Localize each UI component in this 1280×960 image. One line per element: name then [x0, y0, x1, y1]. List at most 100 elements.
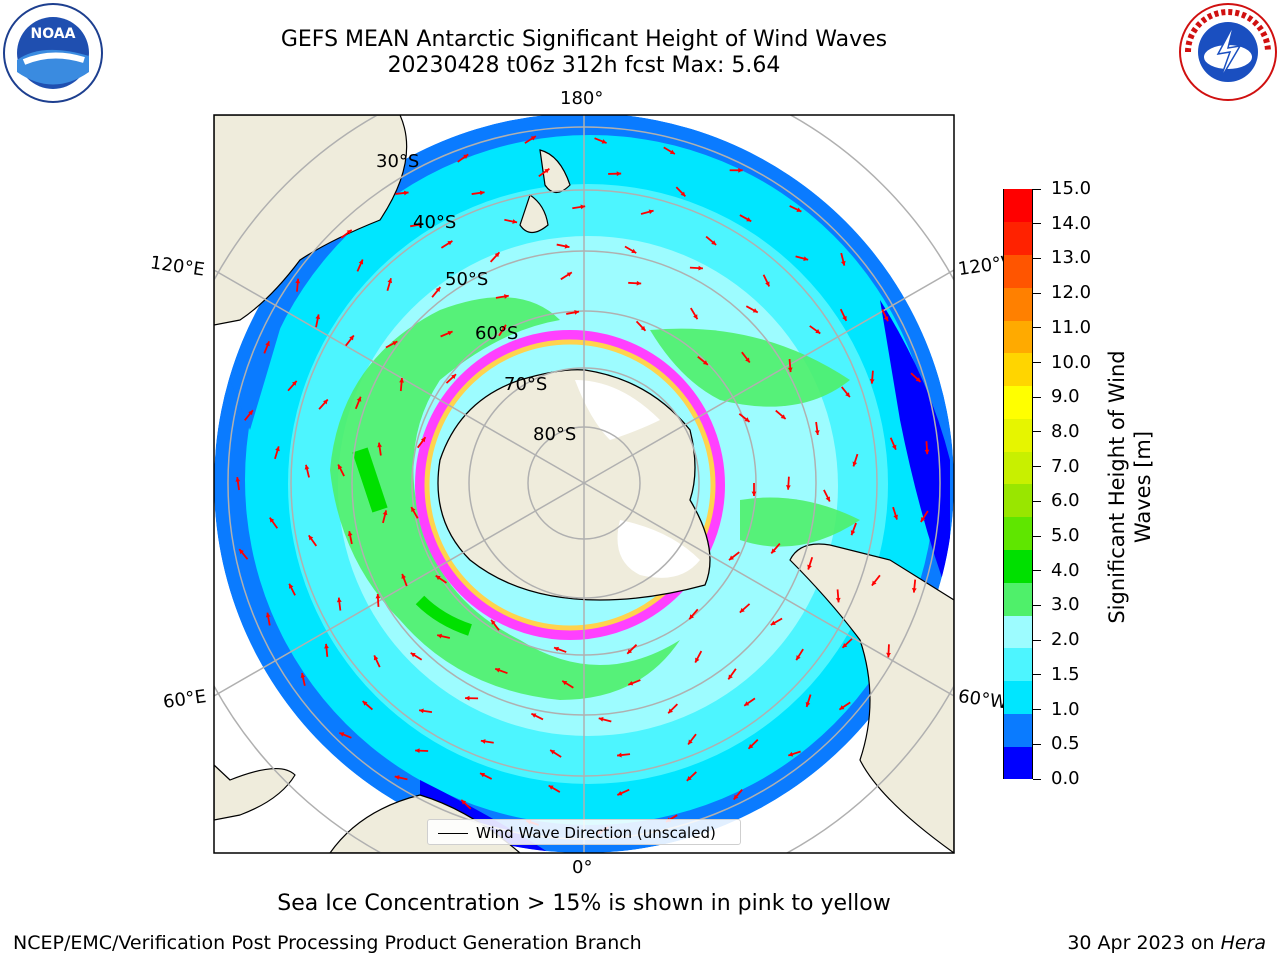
wave-direction-arrowhead — [480, 739, 486, 744]
colorbar-tick-label: 1.5 — [1033, 664, 1080, 685]
wave-direction-arrowhead — [698, 265, 703, 271]
wave-direction-arrowhead — [356, 396, 362, 402]
lon-label-0: 0° — [572, 857, 593, 878]
wave-direction-arrowhead — [688, 739, 693, 745]
colorbar-tick-label: 0.5 — [1033, 733, 1080, 754]
wave-direction-arrowhead — [771, 548, 776, 554]
wave-direction-arrowhead — [842, 642, 848, 648]
wave-direction-arrowhead — [339, 732, 345, 737]
wave-direction-arrowhead — [598, 716, 604, 722]
wave-direction-arrowhead — [850, 530, 856, 536]
footer-machine: Hera — [1220, 932, 1266, 954]
colorbar-segment — [1004, 254, 1032, 288]
wave-direction-arrowhead — [738, 167, 743, 173]
wave-direction-arrowhead — [239, 549, 244, 555]
wave-direction-arrowhead — [745, 357, 750, 363]
wave-direction-arrowhead — [796, 207, 802, 212]
wave-direction-arrowhead — [377, 442, 382, 448]
colorbar-segment — [1004, 746, 1032, 780]
wave-direction-arrowhead — [920, 516, 926, 522]
wave-direction-arrowhead — [491, 619, 496, 625]
wave-direction-arrowhead — [746, 217, 752, 222]
wave-direction-arrowhead — [686, 776, 692, 781]
wave-direction-arrowhead — [825, 496, 830, 502]
wave-direction-arrowhead — [839, 705, 845, 710]
wave-direction-arrowhead — [418, 222, 423, 228]
wave-direction-arrowhead — [480, 772, 486, 778]
wave-direction-arrowhead — [324, 643, 329, 649]
wave-direction-arrowhead — [291, 380, 297, 386]
wave-direction-arrowhead — [336, 597, 342, 603]
wave-direction-arrowhead — [814, 430, 820, 435]
wave-direction-arrowhead — [765, 281, 770, 287]
wave-direction-arrowhead — [840, 260, 846, 266]
wave-direction-arrowhead — [893, 514, 898, 520]
wave-direction-arrowhead — [566, 272, 572, 277]
lat-label-30s: 30°S — [376, 151, 420, 172]
colorbar-segment — [1004, 352, 1032, 387]
wave-direction-arrowhead — [891, 444, 897, 450]
wave-direction-arrowhead — [544, 168, 550, 174]
wave-direction-arrowhead — [554, 646, 559, 652]
wave-direction-arrowhead — [788, 751, 794, 757]
wave-direction-arrowhead — [347, 531, 353, 537]
wave-direction-arrowhead — [358, 259, 364, 265]
wave-direction-arrowhead — [495, 668, 501, 673]
wave-direction-arrowhead — [235, 477, 241, 482]
wave-direction-arrowhead — [373, 655, 379, 661]
wave-direction-arrowhead — [787, 367, 793, 373]
colorbar-tick-label: 13.0 — [1033, 247, 1091, 268]
lat-label-70s: 70°S — [504, 374, 548, 395]
wave-direction-arrowhead — [815, 329, 821, 334]
noaa-logo-text: NOAA — [31, 26, 76, 42]
wave-direction-arrowhead — [435, 287, 441, 293]
wave-direction-arrowhead — [680, 191, 686, 197]
wave-direction-arrowhead — [447, 330, 453, 336]
wave-direction-arrowhead — [375, 593, 381, 599]
wave-direction-arrowhead — [435, 575, 441, 581]
colorbar-segment — [1004, 451, 1032, 485]
wave-direction-arrowhead — [315, 314, 321, 320]
wave-direction-arrowhead — [275, 446, 280, 452]
wave-direction-arrowhead — [803, 256, 809, 261]
wave-direction-arrowhead — [883, 316, 889, 322]
wave-direction-arrowhead — [308, 535, 314, 541]
wave-direction-arrowhead — [627, 649, 633, 654]
wave-direction-arrowhead — [465, 695, 470, 701]
wave-direction-arrowhead — [295, 278, 301, 284]
wave-direction-arrowhead — [248, 410, 253, 416]
wave-direction-arrowhead — [601, 139, 607, 144]
wave-direction-arrowhead — [835, 597, 841, 603]
wave-direction-arrowhead — [461, 799, 467, 805]
wave-direction-arrowhead — [387, 278, 393, 284]
wave-direction-arrowhead — [346, 229, 352, 235]
wave-direction-arrowhead — [911, 587, 917, 593]
wave-direction-arrowhead — [265, 612, 271, 618]
colorbar-tick-label: 8.0 — [1033, 421, 1080, 442]
colorbar-segment — [1004, 484, 1032, 518]
colorbar-segment — [1004, 221, 1032, 256]
wave-direction-arrowhead — [648, 209, 654, 215]
map-legend: Wind Wave Direction (unscaled) — [427, 819, 741, 845]
wave-direction-arrowhead — [744, 417, 750, 422]
colorbar-tick-label: 7.0 — [1033, 456, 1080, 477]
wave-direction-arrowhead — [415, 748, 420, 754]
wave-direction-arrowhead — [338, 464, 343, 470]
wave-direction-arrowhead — [852, 461, 858, 467]
wave-direction-arrowhead — [871, 580, 877, 586]
map-frame — [213, 114, 955, 854]
wave-direction-arrowhead — [616, 171, 622, 177]
south-america-land — [789, 543, 954, 853]
colorbar-segment — [1004, 385, 1032, 419]
wave-direction-arrowhead — [531, 713, 537, 718]
wave-direction-arrowhead — [702, 360, 708, 365]
wave-direction-arrowhead — [770, 620, 776, 625]
wave-direction-arrowhead — [693, 314, 698, 320]
footer-date: 30 Apr 2023 on Hera — [1067, 932, 1266, 954]
wave-direction-arrowhead — [411, 507, 416, 513]
wave-direction-arrowhead — [401, 573, 406, 579]
wave-direction-arrowhead — [392, 341, 398, 346]
colorbar-tick-label: 15.0 — [1033, 178, 1091, 199]
legend-label: Wind Wave Direction (unscaled) — [476, 824, 716, 842]
